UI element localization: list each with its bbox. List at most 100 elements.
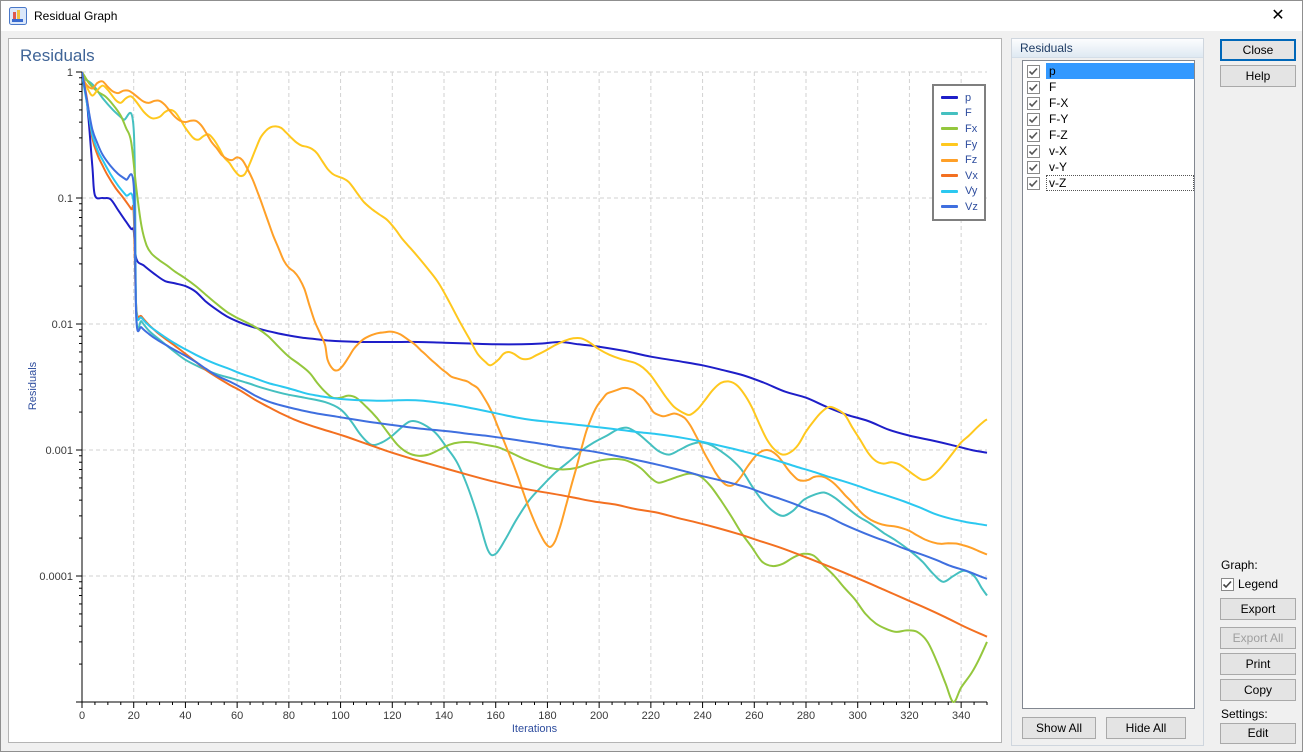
residual-chart: 0 20 40 60 80 100 120 140 160 180 200 220 240 260 280 3… (39, 67, 988, 722)
list-item-label[interactable]: F-Y (1049, 112, 1069, 126)
legend-swatch (941, 205, 958, 209)
list-item-label[interactable]: p (1046, 63, 1194, 79)
list-item[interactable]: v-Y (1023, 159, 1194, 175)
legend-swatch (941, 143, 958, 147)
legend-entry: Vx (941, 168, 978, 184)
check-icon (1028, 179, 1038, 187)
svg-text:0.0001: 0.0001 (39, 571, 73, 583)
legend-label: F (965, 107, 972, 120)
svg-text:140: 140 (435, 710, 453, 722)
check-icon (1222, 580, 1232, 588)
legend-checkbox[interactable] (1221, 577, 1234, 591)
print-button[interactable]: Print (1220, 653, 1296, 675)
legend-entry: Vy (941, 184, 978, 200)
chart-panel: 0 20 40 60 80 100 120 140 160 180 200 220 240 260 280 3… (8, 38, 1002, 743)
svg-text:0: 0 (79, 710, 85, 722)
list-item-label[interactable]: F-X (1049, 96, 1069, 110)
check-icon (1028, 67, 1038, 75)
legend-label: Vy (965, 185, 978, 198)
checkbox-icon[interactable] (1027, 112, 1040, 126)
list-item[interactable]: F (1023, 79, 1194, 95)
svg-text:180: 180 (538, 710, 556, 722)
graph-section-label: Graph: (1221, 558, 1258, 572)
y-axis-title: Residuals (27, 361, 39, 411)
legend-entry: F (941, 106, 978, 122)
legend-entry: Fy (941, 137, 978, 153)
list-item[interactable]: F-X (1023, 95, 1194, 111)
list-item[interactable]: p (1023, 63, 1194, 79)
x-axis-title: Iterations (511, 723, 558, 735)
chart-legend: p F Fx Fy Fz Vx Vy Vz (932, 84, 986, 221)
svg-text:1: 1 (67, 67, 73, 79)
list-item-label[interactable]: F-Z (1049, 128, 1068, 142)
edit-button[interactable]: Edit (1220, 723, 1296, 744)
list-item-label[interactable]: v-Y (1049, 160, 1067, 174)
list-item-label[interactable]: v-Z (1046, 175, 1194, 191)
checkbox-icon[interactable] (1027, 176, 1040, 190)
svg-text:220: 220 (642, 710, 660, 722)
list-item[interactable]: F-Z (1023, 127, 1194, 143)
check-icon (1028, 115, 1038, 123)
legend-entry: Fx (941, 121, 978, 137)
check-icon (1028, 131, 1038, 139)
checkbox-icon[interactable] (1027, 144, 1040, 158)
legend-swatch (941, 96, 958, 100)
residual-list[interactable]: p F F-X F-Y F-Z v-X v-Y v-Z (1022, 60, 1195, 709)
svg-text:100: 100 (331, 710, 349, 722)
legend-swatch (941, 111, 958, 115)
svg-text:120: 120 (383, 710, 401, 722)
legend-label: Fz (965, 154, 978, 167)
list-item[interactable]: F-Y (1023, 111, 1194, 127)
window-title: Residual Graph (34, 9, 118, 23)
legend-swatch (941, 127, 958, 131)
list-item[interactable]: v-Z (1023, 175, 1194, 191)
legend-entry: Vz (941, 199, 978, 215)
app-icon (9, 7, 27, 25)
checkbox-icon[interactable] (1027, 128, 1040, 142)
legend-entry: p (941, 90, 978, 106)
window-close-icon[interactable]: ✕ (1271, 7, 1285, 24)
svg-text:280: 280 (797, 710, 815, 722)
help-button[interactable]: Help (1220, 65, 1296, 87)
list-item-label[interactable]: F (1049, 80, 1057, 94)
residuals-group-title: Residuals (1012, 39, 1203, 58)
svg-text:200: 200 (590, 710, 608, 722)
copy-button[interactable]: Copy (1220, 679, 1296, 701)
svg-text:80: 80 (283, 710, 295, 722)
svg-text:60: 60 (231, 710, 243, 722)
checkbox-icon[interactable] (1027, 64, 1040, 78)
legend-swatch (941, 158, 958, 162)
svg-text:260: 260 (745, 710, 763, 722)
titlebar: Residual Graph ✕ (1, 1, 1302, 31)
checkbox-icon[interactable] (1027, 160, 1040, 174)
legend-swatch (941, 174, 958, 178)
show-all-button[interactable]: Show All (1022, 717, 1096, 739)
legend-entry: Fz (941, 152, 978, 168)
svg-text:300: 300 (849, 710, 867, 722)
legend-label: Fx (965, 122, 978, 135)
hide-all-button[interactable]: Hide All (1106, 717, 1186, 739)
svg-text:0.01: 0.01 (52, 319, 73, 331)
legend-checkbox-label: Legend (1238, 577, 1279, 591)
close-button[interactable]: Close (1220, 39, 1296, 61)
legend-swatch (941, 189, 958, 193)
svg-text:0.001: 0.001 (45, 445, 73, 457)
svg-text:240: 240 (693, 710, 711, 722)
svg-text:340: 340 (952, 710, 970, 722)
svg-text:320: 320 (900, 710, 918, 722)
export-button[interactable]: Export (1220, 598, 1296, 620)
check-icon (1028, 163, 1038, 171)
chart-title: Residuals (20, 46, 95, 65)
legend-label: p (965, 91, 972, 104)
legend-label: Vz (965, 200, 978, 213)
svg-text:20: 20 (128, 710, 140, 722)
checkbox-icon[interactable] (1027, 80, 1040, 94)
list-item[interactable]: v-X (1023, 143, 1194, 159)
legend-checkbox-row[interactable]: Legend (1221, 577, 1278, 591)
checkbox-icon[interactable] (1027, 96, 1040, 110)
svg-text:40: 40 (179, 710, 191, 722)
settings-section-label: Settings: (1221, 707, 1268, 721)
list-item-label[interactable]: v-X (1049, 144, 1067, 158)
legend-label: Fy (965, 138, 978, 151)
legend-label: Vx (965, 169, 978, 182)
